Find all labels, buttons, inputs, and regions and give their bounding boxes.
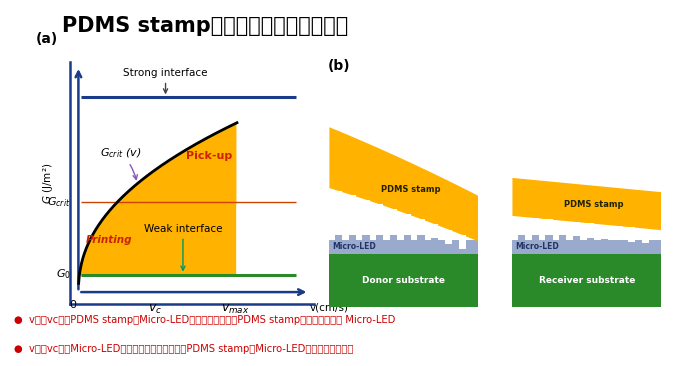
Text: ●  v小于vc时，Micro-LED和衬底之间的粘附性大，PDMS stamp将Micro-LED打印到接收衬底上: ● v小于vc时，Micro-LED和衬底之间的粘附性大，PDMS stamp将…: [14, 344, 353, 354]
Text: (a): (a): [36, 32, 58, 46]
Bar: [587, 235, 594, 240]
Bar: [587, 225, 594, 240]
Text: PDMS stamp: PDMS stamp: [381, 185, 441, 194]
Text: Donor substrate: Donor substrate: [362, 276, 445, 285]
Bar: [376, 204, 383, 219]
Bar: [532, 225, 539, 240]
Bar: [418, 225, 424, 240]
Bar: [431, 224, 438, 239]
Bar: [601, 225, 608, 239]
Bar: [532, 235, 539, 240]
Bar: [518, 217, 525, 231]
Bar: [587, 223, 594, 238]
Bar: [335, 235, 342, 240]
Bar: [376, 235, 383, 240]
Text: PDMS stamp粘附力与剥离速度的关系: PDMS stamp粘附力与剥离速度的关系: [62, 16, 349, 36]
Text: Weak interface: Weak interface: [144, 224, 222, 270]
Bar: [512, 240, 661, 254]
Bar: [459, 225, 466, 240]
Polygon shape: [512, 178, 661, 230]
Text: $G_0$: $G_0$: [56, 268, 71, 281]
Bar: [573, 225, 580, 240]
Bar: [642, 235, 649, 240]
Polygon shape: [330, 127, 478, 241]
Text: $v_c$: $v_c$: [148, 303, 162, 316]
Bar: [431, 235, 438, 240]
Text: Strong interface: Strong interface: [123, 68, 208, 93]
Bar: [445, 225, 452, 240]
Bar: [573, 222, 580, 236]
Bar: [601, 225, 608, 240]
Bar: [601, 235, 608, 240]
Text: Micro-LED: Micro-LED: [515, 242, 559, 251]
Text: Pick-up: Pick-up: [186, 151, 232, 161]
Bar: [348, 195, 356, 209]
Text: Printing: Printing: [86, 235, 132, 246]
Bar: [628, 235, 635, 240]
Bar: [418, 235, 424, 240]
Bar: [348, 235, 356, 240]
Bar: [390, 235, 397, 240]
Text: $G_{crit}$: $G_{crit}$: [47, 195, 71, 209]
Bar: [390, 209, 397, 223]
Bar: [404, 225, 411, 240]
Text: ●  v大于vc时，PDMS stamp和Micro-LED之间的粘附性大，PDMS stamp从原始衬底拾取 Micro-LED: ● v大于vc时，PDMS stamp和Micro-LED之间的粘附性大，PDM…: [14, 315, 395, 325]
Bar: [445, 235, 452, 240]
Text: PDMS stamp: PDMS stamp: [565, 200, 624, 209]
Bar: [628, 225, 635, 240]
Bar: [614, 225, 622, 240]
Bar: [628, 227, 635, 242]
Bar: [362, 200, 369, 214]
Bar: [335, 191, 342, 205]
Text: Receiver substrate: Receiver substrate: [539, 276, 635, 285]
Text: Micro-LED: Micro-LED: [332, 242, 376, 251]
Text: (b): (b): [328, 59, 350, 73]
Bar: [330, 254, 478, 307]
Text: 复
旦: 复 旦: [26, 14, 30, 34]
Bar: [614, 235, 622, 240]
Bar: [459, 235, 466, 240]
Bar: [559, 221, 567, 235]
Bar: [518, 235, 525, 240]
Bar: [642, 229, 649, 243]
Bar: [518, 225, 525, 240]
Text: $G$ (J/m²): $G$ (J/m²): [40, 163, 55, 203]
Bar: [431, 225, 438, 240]
Bar: [642, 225, 649, 240]
Bar: [559, 225, 567, 240]
Bar: [362, 225, 369, 240]
Bar: [404, 235, 411, 240]
Bar: [348, 225, 356, 240]
Text: $v_{max}$: $v_{max}$: [221, 303, 250, 316]
Bar: [614, 226, 622, 240]
Bar: [404, 214, 411, 228]
Text: v(cm/s): v(cm/s): [309, 303, 348, 313]
Bar: [546, 235, 553, 240]
Text: $G_{crit}$ (v): $G_{crit}$ (v): [100, 146, 141, 179]
Text: 0: 0: [70, 300, 77, 310]
Bar: [390, 225, 397, 240]
Bar: [532, 218, 539, 232]
Bar: [445, 229, 452, 244]
Bar: [546, 225, 553, 240]
Bar: [573, 235, 580, 240]
Bar: [418, 219, 424, 233]
Bar: [362, 235, 369, 240]
Bar: [376, 225, 383, 240]
Bar: [335, 225, 342, 240]
Bar: [459, 235, 466, 249]
Bar: [330, 240, 478, 254]
Bar: [546, 220, 553, 234]
Bar: [559, 235, 567, 240]
Bar: [512, 254, 661, 307]
